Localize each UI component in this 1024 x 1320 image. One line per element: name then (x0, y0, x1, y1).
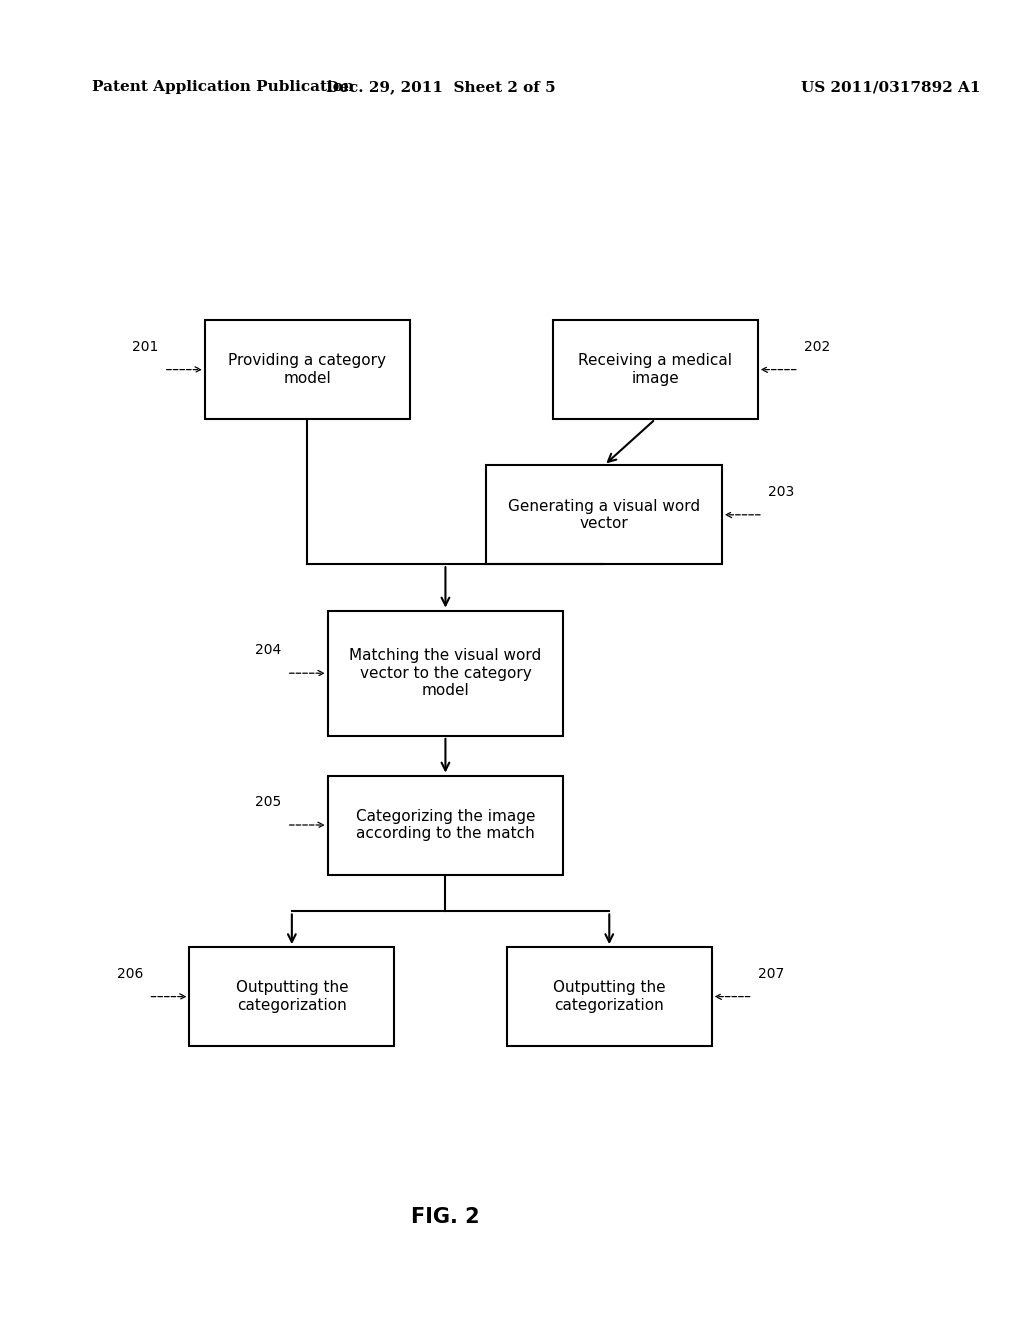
Text: Receiving a medical
image: Receiving a medical image (579, 354, 732, 385)
Bar (189, 948, 394, 1045)
Text: 204: 204 (255, 643, 282, 657)
Text: 206: 206 (117, 966, 143, 981)
Text: Outputting the
categorization: Outputting the categorization (236, 981, 348, 1012)
Bar (486, 465, 722, 565)
Text: Categorizing the image
according to the match: Categorizing the image according to the … (355, 809, 536, 841)
Text: 203: 203 (768, 484, 795, 499)
Text: 207: 207 (758, 966, 784, 981)
Text: Matching the visual word
vector to the category
model: Matching the visual word vector to the c… (349, 648, 542, 698)
Text: Generating a visual word
vector: Generating a visual word vector (508, 499, 700, 531)
Bar (328, 775, 563, 874)
Text: Providing a category
model: Providing a category model (228, 354, 386, 385)
Text: US 2011/0317892 A1: US 2011/0317892 A1 (801, 81, 981, 94)
Text: Patent Application Publication: Patent Application Publication (92, 81, 354, 94)
Bar (205, 321, 410, 420)
Text: FIG. 2: FIG. 2 (411, 1206, 480, 1228)
Text: Dec. 29, 2011  Sheet 2 of 5: Dec. 29, 2011 Sheet 2 of 5 (326, 81, 555, 94)
Bar (553, 321, 758, 420)
Bar (328, 610, 563, 737)
Bar (507, 948, 712, 1045)
Text: 205: 205 (255, 795, 282, 809)
Text: 201: 201 (132, 339, 159, 354)
Text: 202: 202 (804, 339, 830, 354)
Text: Outputting the
categorization: Outputting the categorization (553, 981, 666, 1012)
